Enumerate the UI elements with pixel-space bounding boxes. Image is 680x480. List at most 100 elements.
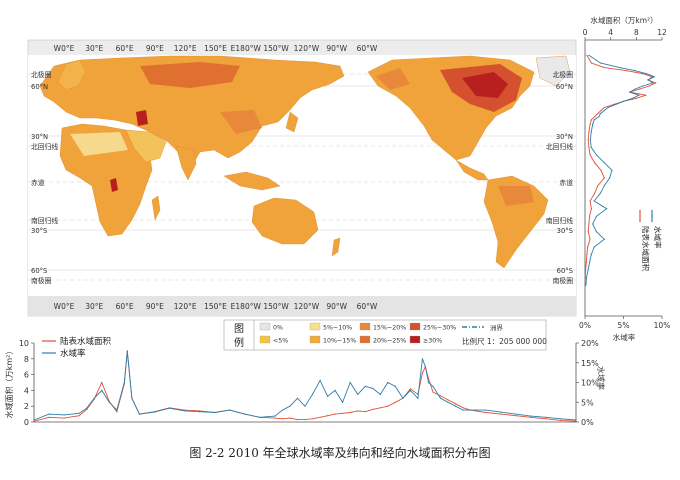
lat-series-line-bottom [585, 54, 656, 286]
long-series-right-point-47 [455, 405, 457, 407]
lat-series-top-point-23 [588, 146, 590, 148]
right-lat-label-4: 赤道 [559, 178, 573, 187]
lat-series-bottom-point-21 [590, 131, 592, 133]
long-series-right-point-37 [394, 385, 396, 387]
lat-series-bottom-point-27 [609, 177, 611, 179]
long-series-right-point-8 [116, 409, 118, 411]
long-series-left-point-34 [372, 408, 374, 410]
landmass-antarctica [28, 296, 576, 316]
long-series-left-point-39 [409, 388, 411, 390]
lat-series-bottom-point-3 [634, 70, 636, 72]
lat-series-bottom-point-5 [653, 76, 655, 78]
lat-series-bottom-point-23 [590, 146, 592, 148]
lat-series-top-point-17 [597, 113, 599, 115]
lat-series-top-point-18 [594, 116, 596, 118]
lat-bottom-tick-label-1: 5% [618, 321, 630, 330]
top-lon-label-8: 120°W [294, 44, 320, 53]
left-lat-label-5: 南回归线 [31, 216, 58, 225]
patch-siberia [140, 62, 240, 88]
left-lat-label-2: 30°N [31, 133, 48, 141]
long-series-right-point-53 [530, 415, 532, 417]
long-series-right-point-32 [357, 393, 359, 395]
long-series-right-point-10 [126, 350, 128, 352]
right-lat-label-3: 北回归线 [546, 142, 573, 151]
top-lon-label-9: 90°W [326, 44, 347, 53]
long-series-left-point-24 [296, 419, 299, 421]
lat-series-bottom-point-17 [599, 113, 602, 115]
long-series-left-point-48 [462, 407, 464, 409]
right-lat-label-5: 南回归线 [546, 216, 573, 225]
lat-series-bottom-point-16 [603, 109, 605, 112]
lat-series-top-point-34 [587, 231, 589, 233]
long-series-left-point-47 [455, 403, 457, 405]
long-series-right-point-12 [138, 413, 140, 415]
lat-series-bottom-point-25 [603, 162, 605, 164]
patch-alaska [376, 68, 410, 90]
long-series-left-point-36 [387, 405, 389, 407]
patch-caspian [136, 110, 148, 126]
landmass-india [175, 145, 197, 181]
lat-series-top-point-20 [589, 123, 591, 125]
lat-series-top-point-3 [626, 70, 628, 72]
lat-series-top-point-24 [589, 154, 591, 156]
lat-series-bottom-point-34 [595, 231, 598, 233]
legend-label-2: 5%~10% [323, 325, 352, 332]
lat-series-top-point-32 [588, 215, 591, 217]
long-left-axis-title: 水域面积（万km²） [4, 347, 14, 419]
landmass-sea-islands [223, 171, 281, 191]
scale-label: 比例尺 1：205 000 000 [462, 336, 547, 346]
long-series-right-point-6 [101, 389, 103, 391]
long-series-left-point-29 [334, 413, 336, 415]
lat-series-top-point-8 [648, 85, 650, 87]
long-series-left-point-26 [311, 418, 314, 420]
lat-series-top-point-2 [603, 67, 605, 69]
right-lat-label-0: 北极圈 [553, 70, 574, 79]
top-lon-label-3: 90°E [146, 44, 164, 53]
legend-swatch-2 [309, 322, 321, 331]
lat-series-bottom-point-10 [629, 91, 631, 93]
long-series-right-point-43 [427, 381, 430, 384]
long-left-tick-label-1: 2 [24, 402, 29, 411]
landmass-greenland [535, 55, 571, 87]
long-series-right-point-0 [33, 419, 35, 421]
long-series-left-point-52 [515, 415, 517, 417]
long-series-right-point-25 [304, 405, 306, 407]
lat-series-line-top [584, 55, 657, 286]
left-lat-label-1: 60°N [31, 83, 48, 91]
long-right-tick-label-2: 10% [581, 379, 599, 388]
legend-label-5: 20%~25% [373, 338, 406, 345]
legend-label-1: <5% [273, 338, 288, 345]
lat-series-bottom-point-40 [585, 277, 588, 279]
lat-top-tick-label-0: 0 [583, 28, 588, 37]
bottom-lon-label-1: 30°E [85, 302, 103, 311]
long-series-left-point-6 [101, 381, 103, 384]
long-series-left-point-2 [63, 417, 65, 419]
long-series-right-point-48 [462, 409, 464, 411]
long-series-left-point-53 [530, 416, 532, 418]
long-series-right-point-16 [199, 411, 201, 413]
long-series-left-point-32 [357, 410, 359, 412]
long-series-left-point-33 [364, 411, 366, 413]
lat-series-bottom-point-4 [646, 73, 648, 75]
long-series-right-point-13 [153, 411, 155, 413]
long-series-right-point-29 [334, 389, 336, 391]
long-series-left-point-56 [575, 420, 577, 422]
long-series-right-point-52 [515, 413, 517, 415]
lat-series-bottom-point-22 [589, 139, 592, 141]
long-series-right-point-20 [259, 416, 261, 418]
lat-series-bottom-point-33 [592, 223, 594, 225]
long-series-right-point-15 [184, 410, 186, 412]
lat-series-top-point-33 [588, 223, 590, 225]
long-series-right-point-3 [78, 412, 80, 414]
legend-swatch-5 [359, 335, 371, 344]
long-series-right-point-55 [560, 418, 562, 420]
long-series-left-point-27 [319, 416, 321, 418]
long-series-right-point-5 [93, 397, 95, 399]
lat-series-top-point-16 [600, 109, 602, 112]
lat-series-bottom-point-11 [638, 94, 640, 96]
lat-series-bottom-point-29 [599, 192, 602, 194]
lat-series-bottom-point-18 [598, 116, 600, 118]
bottom-lon-label-10: 60°W [357, 302, 378, 311]
